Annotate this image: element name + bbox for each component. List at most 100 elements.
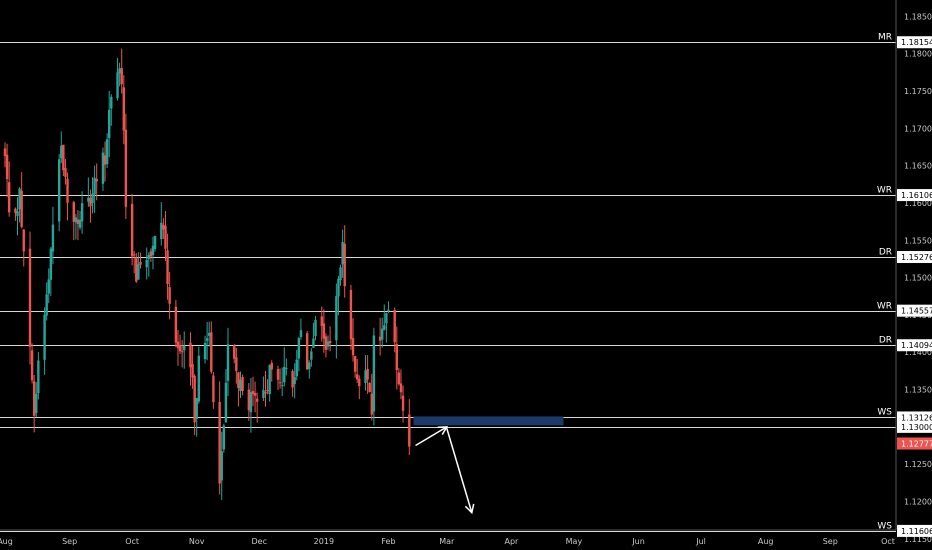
- candle: [305, 330, 309, 370]
- candle-body: [341, 242, 344, 265]
- candle: [18, 187, 21, 223]
- y-tick-label-13: 1.12000: [904, 497, 932, 506]
- candle-body: [241, 376, 244, 391]
- candle: [105, 133, 109, 169]
- level-price-tag-6: [897, 420, 932, 433]
- candle-body: [145, 259, 148, 268]
- candle-body: [226, 344, 230, 381]
- candle-body: [197, 355, 201, 402]
- time-axis[interactable]: Aug Sep Oct Nov Dec 2019 Feb Mar Apr May Jun Jul Aug…: [0, 537, 895, 546]
- level-price-tag-text-1: 1.16106: [901, 191, 932, 200]
- candle-body: [222, 425, 226, 450]
- candle-body: [149, 251, 153, 257]
- candle: [16, 197, 19, 236]
- candle: [226, 327, 230, 396]
- candle: [364, 355, 367, 391]
- candle-body: [147, 254, 150, 259]
- candle-body: [3, 148, 7, 157]
- candle-body: [335, 296, 338, 341]
- candle: [399, 369, 403, 400]
- candle: [147, 252, 150, 277]
- candle: [80, 191, 84, 234]
- price-tags: 1.18154 1.16106 1.15276 1.14557 1.14094 1.131…: [897, 36, 932, 537]
- candle: [276, 365, 280, 391]
- x-tick-label-12: Aug: [758, 537, 774, 546]
- candle-body: [195, 398, 198, 419]
- level-price-tag-5: [897, 411, 932, 424]
- candle: [205, 322, 209, 361]
- candle: [93, 165, 96, 213]
- candle-body: [137, 264, 140, 280]
- candle: [247, 383, 251, 421]
- candle: [291, 369, 294, 397]
- candle: [310, 348, 313, 367]
- candle-body: [7, 182, 11, 213]
- candle: [28, 231, 32, 365]
- candle: [124, 113, 128, 220]
- candle: [72, 200, 75, 241]
- candle-body: [164, 225, 167, 249]
- candle: [324, 333, 328, 358]
- candle: [283, 347, 286, 387]
- candle: [208, 321, 211, 347]
- candle: [358, 375, 361, 400]
- candle-body: [283, 366, 286, 383]
- candle-body: [28, 248, 32, 347]
- candle: [74, 213, 78, 240]
- candle: [145, 247, 148, 280]
- candle-body: [110, 96, 113, 109]
- candle-body: [337, 278, 340, 297]
- candle: [89, 189, 92, 223]
- price-axis[interactable]: 1.18500 1.18000 1.17500 1.17000 1.16500 1.160…: [904, 12, 932, 543]
- last-price-tag-text: 1.12777: [901, 440, 932, 449]
- candle-body: [193, 375, 196, 423]
- x-tick-label-9: May: [566, 537, 583, 546]
- candle-body: [408, 414, 411, 447]
- candle: [353, 355, 357, 378]
- level-price-tag-text-0: 1.18154: [901, 38, 932, 47]
- candle-body: [18, 188, 21, 210]
- candle: [237, 372, 240, 407]
- candle-body: [133, 254, 136, 256]
- y-tick-label-14: 1.11500: [904, 535, 932, 544]
- y-tick-label-6: 1.15500: [904, 236, 932, 245]
- candle: [266, 379, 269, 395]
- candle: [174, 300, 178, 348]
- candle-body: [370, 393, 373, 415]
- level-label-0: MR: [878, 33, 892, 43]
- candle-body: [168, 287, 171, 304]
- candle-body: [249, 392, 253, 413]
- candle-body: [285, 368, 288, 370]
- candle-body: [320, 316, 323, 326]
- level-price-tag-3: [897, 304, 932, 317]
- candle: [351, 318, 355, 362]
- candle-body: [124, 129, 128, 207]
- candle-body: [218, 401, 221, 484]
- candle-body: [160, 222, 163, 240]
- candle: [308, 360, 311, 379]
- candle-body: [210, 332, 213, 372]
- candle: [30, 343, 34, 384]
- candle: [393, 307, 396, 353]
- candle: [183, 331, 186, 369]
- candle: [193, 374, 196, 435]
- candle: [387, 301, 390, 314]
- candle-body: [308, 362, 311, 370]
- candle: [191, 345, 194, 389]
- candle: [178, 334, 182, 355]
- candle-body: [314, 319, 317, 337]
- candle: [87, 177, 90, 207]
- candle: [335, 283, 338, 359]
- candle-body: [397, 372, 401, 385]
- candle-body: [176, 341, 180, 348]
- candle-body: [153, 235, 157, 250]
- projection-arrows: [415, 426, 475, 515]
- candle-body: [116, 72, 119, 99]
- candle-body: [30, 350, 34, 381]
- candle-body: [118, 68, 121, 74]
- candle: [130, 193, 134, 266]
- candle-body: [66, 178, 69, 203]
- candle: [139, 252, 142, 269]
